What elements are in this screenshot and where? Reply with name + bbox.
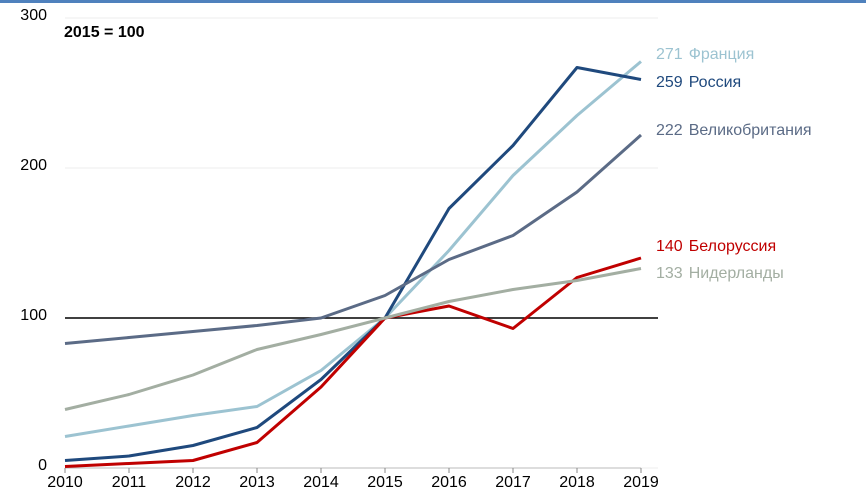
x-tick-label: 2010 <box>47 474 83 491</box>
series-name: Франция <box>689 46 755 63</box>
x-tick-label: 2016 <box>431 474 467 491</box>
series-line <box>64 267 642 411</box>
series-name: Великобритания <box>689 122 812 139</box>
annotation: 2015 = 100 <box>64 24 145 41</box>
series-label: 133 Нидерланды <box>656 265 784 282</box>
y-tick-label: 200 <box>20 157 47 174</box>
x-tick-label: 2014 <box>303 474 339 491</box>
series-end-value: 140 <box>656 238 683 255</box>
series-end-value: 271 <box>656 46 683 63</box>
x-tick-label: 2015 <box>367 474 403 491</box>
series-line <box>64 256 642 468</box>
series-name: Белоруссия <box>689 238 776 255</box>
series-name: Нидерланды <box>689 265 784 282</box>
y-tick-label: 0 <box>38 457 47 474</box>
series-label: 259 Россия <box>656 74 741 91</box>
y-tick-label: 100 <box>20 307 47 324</box>
x-tick-label: 2012 <box>175 474 211 491</box>
x-tick-label: 2011 <box>112 474 147 491</box>
x-tick-label: 2017 <box>495 474 531 491</box>
y-tick-label: 300 <box>20 7 47 24</box>
series-line <box>64 66 642 462</box>
series-label: 222 Великобритания <box>656 122 812 139</box>
series-line <box>64 60 642 438</box>
series-name: Россия <box>689 74 741 91</box>
series-end-value: 133 <box>656 265 683 282</box>
x-tick-label: 2018 <box>559 474 595 491</box>
series-line <box>64 133 642 345</box>
x-tick-label: 2013 <box>239 474 275 491</box>
series-end-value: 259 <box>656 74 683 91</box>
x-tick-label: 2019 <box>623 474 659 491</box>
series-label: 271 Франция <box>656 46 754 63</box>
series-label: 140 Белоруссия <box>656 238 776 255</box>
series-end-value: 222 <box>656 122 683 139</box>
